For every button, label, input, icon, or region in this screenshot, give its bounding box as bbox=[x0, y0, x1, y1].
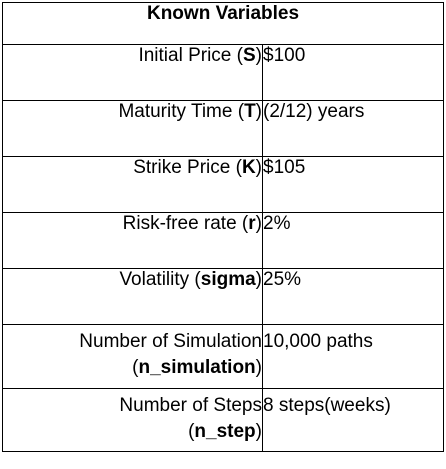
variable-label: Number of Steps (n_step) bbox=[3, 389, 263, 452]
variable-label: Maturity Time (T) bbox=[3, 101, 263, 157]
variable-symbol: r bbox=[248, 213, 255, 234]
variable-symbol: K bbox=[242, 157, 256, 178]
label-text: Maturity Time ( bbox=[118, 101, 244, 122]
table-row: Risk-free rate (r) 2% bbox=[3, 213, 444, 269]
label-close: ) bbox=[256, 213, 262, 234]
variable-label: Volatility (sigma) bbox=[3, 269, 263, 325]
label-close: ) bbox=[256, 45, 262, 66]
variable-value: 8 steps(weeks) bbox=[263, 389, 444, 452]
label-text: Volatility ( bbox=[119, 269, 200, 290]
variable-symbol: S bbox=[243, 45, 256, 66]
table-row: Volatility (sigma) 25% bbox=[3, 269, 444, 325]
label-text: Risk-free rate ( bbox=[123, 213, 249, 234]
variable-label: Strike Price (K) bbox=[3, 157, 263, 213]
variable-symbol: n_step bbox=[194, 421, 255, 442]
label-close: ) bbox=[256, 157, 262, 178]
variable-symbol: T bbox=[244, 101, 256, 122]
variable-value: 2% bbox=[263, 213, 444, 269]
label-text: Number of Steps bbox=[119, 395, 262, 416]
label-text: Number of Simulation bbox=[79, 331, 262, 352]
table-header-row: Known Variables bbox=[3, 3, 444, 45]
label-text: Initial Price ( bbox=[138, 45, 243, 66]
label-close: ) bbox=[256, 357, 262, 378]
variable-value: 25% bbox=[263, 269, 444, 325]
table-row: Number of Steps (n_step) 8 steps(weeks) bbox=[3, 389, 444, 452]
label-close: ) bbox=[256, 421, 262, 442]
label-close: ) bbox=[256, 101, 262, 122]
known-variables-table: Known Variables Initial Price (S) $100 M… bbox=[2, 2, 444, 452]
table-row: Maturity Time (T) (2/12) years bbox=[3, 101, 444, 157]
variable-value: $105 bbox=[263, 157, 444, 213]
table-row: Initial Price (S) $100 bbox=[3, 45, 444, 101]
table-title: Known Variables bbox=[3, 3, 444, 45]
variable-label: Number of Simulation (n_simulation) bbox=[3, 325, 263, 389]
label-text: Strike Price ( bbox=[133, 157, 242, 178]
variable-symbol: n_simulation bbox=[138, 357, 255, 378]
variable-symbol: sigma bbox=[201, 269, 256, 290]
variable-value: (2/12) years bbox=[263, 101, 444, 157]
variable-value: 10,000 paths bbox=[263, 325, 444, 389]
variable-label: Risk-free rate (r) bbox=[3, 213, 263, 269]
variable-label: Initial Price (S) bbox=[3, 45, 263, 101]
variable-value: $100 bbox=[263, 45, 444, 101]
label-close: ) bbox=[256, 269, 262, 290]
table-row: Number of Simulation (n_simulation) 10,00… bbox=[3, 325, 444, 389]
table-row: Strike Price (K) $105 bbox=[3, 157, 444, 213]
